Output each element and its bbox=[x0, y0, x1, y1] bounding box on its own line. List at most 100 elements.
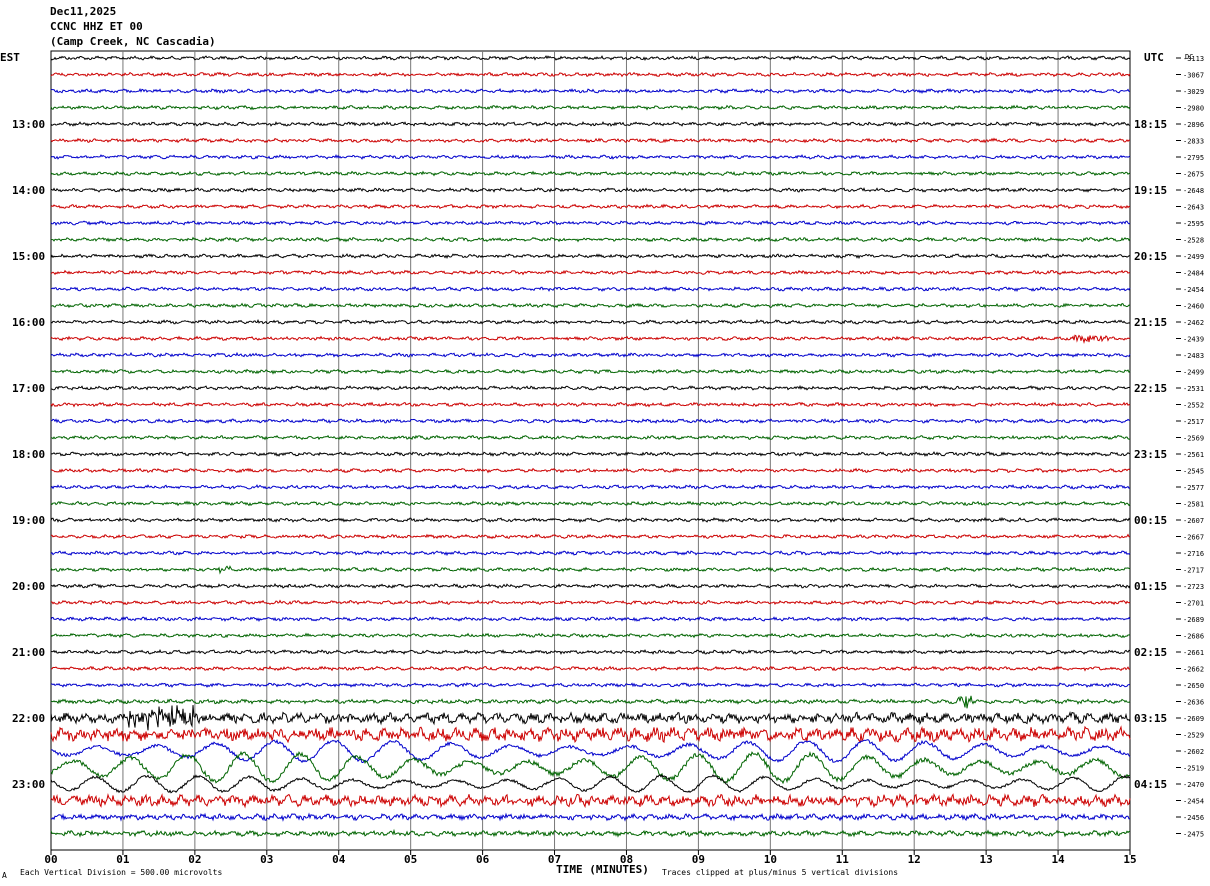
x-tick-label: 02 bbox=[188, 853, 201, 866]
x-tick-label: 09 bbox=[692, 853, 705, 866]
right-hour-label: 21:15 bbox=[1134, 316, 1167, 329]
dc-offset-label: -2602 bbox=[1183, 748, 1204, 756]
left-hour-label: 13:00 bbox=[12, 118, 45, 131]
seismic-trace-row-40 bbox=[50, 705, 1131, 731]
dc-offset-label: -2723 bbox=[1183, 583, 1204, 591]
dc-offset-label: -2475 bbox=[1183, 831, 1204, 839]
dc-offset-label: -3113 bbox=[1183, 55, 1204, 63]
clip-note: Traces clipped at plus/minus 5 vertical … bbox=[662, 868, 899, 877]
seismic-trace-row-46 bbox=[50, 812, 1131, 822]
dc-offset-label: -2545 bbox=[1183, 468, 1204, 476]
dc-offset-label: -2717 bbox=[1183, 567, 1204, 575]
dc-offset-label: -2454 bbox=[1183, 798, 1204, 806]
seismic-trace-row-28 bbox=[50, 516, 1131, 524]
seismic-trace-row-5 bbox=[50, 137, 1131, 144]
dc-offset-label: -2661 bbox=[1183, 649, 1204, 657]
x-tick-label: 13 bbox=[980, 853, 993, 866]
x-tick-label: 05 bbox=[404, 853, 417, 866]
seismic-trace-row-17 bbox=[50, 334, 1131, 344]
dc-offset-label: -2470 bbox=[1183, 781, 1204, 789]
dc-offset-label: -2650 bbox=[1183, 682, 1204, 690]
dc-offset-label: -2528 bbox=[1183, 237, 1204, 245]
right-hour-label: 04:15 bbox=[1134, 778, 1167, 791]
seismic-trace-row-3 bbox=[50, 104, 1131, 111]
seismic-trace-row-18 bbox=[50, 351, 1131, 358]
seismic-trace-row-36 bbox=[50, 648, 1131, 655]
seismic-trace-row-7 bbox=[50, 170, 1131, 177]
right-hour-label: 22:15 bbox=[1134, 382, 1167, 395]
dc-offset-label: -2499 bbox=[1183, 369, 1204, 377]
dc-offset-label: -2667 bbox=[1183, 534, 1204, 542]
dc-offset-label: -3029 bbox=[1183, 88, 1204, 96]
seismic-trace-row-9 bbox=[50, 203, 1131, 210]
x-tick-label: 03 bbox=[260, 853, 273, 866]
dc-offset-label: -2795 bbox=[1183, 154, 1204, 162]
dc-offset-label: -2517 bbox=[1183, 418, 1204, 426]
seismic-trace-row-8 bbox=[50, 186, 1131, 193]
seismic-trace-row-33 bbox=[50, 599, 1131, 606]
seismic-trace-row-27 bbox=[50, 500, 1131, 507]
x-tick-label: 11 bbox=[836, 853, 850, 866]
left-hour-label: 18:00 bbox=[12, 448, 45, 461]
dc-offset-label: -2569 bbox=[1183, 435, 1204, 443]
left-hour-label: 23:00 bbox=[12, 778, 45, 791]
x-axis-title: TIME (MINUTES) bbox=[556, 863, 649, 876]
x-tick-label: 15 bbox=[1123, 853, 1136, 866]
right-hour-label: 02:15 bbox=[1134, 646, 1167, 659]
left-hour-label: 22:00 bbox=[12, 712, 45, 725]
seismic-trace-row-37 bbox=[50, 665, 1131, 672]
seismic-trace-row-2 bbox=[50, 88, 1130, 94]
right-hour-label: 23:15 bbox=[1134, 448, 1167, 461]
dc-offset-label: -2686 bbox=[1183, 633, 1204, 641]
seismic-trace-row-0 bbox=[50, 55, 1131, 61]
seismic-trace-row-23 bbox=[50, 434, 1131, 441]
x-tick-label: 14 bbox=[1051, 853, 1065, 866]
seismic-trace-row-10 bbox=[50, 220, 1131, 226]
x-tick-label: 07 bbox=[548, 853, 561, 866]
seismic-trace-row-16 bbox=[50, 319, 1131, 325]
dc-offset-label: -2581 bbox=[1183, 501, 1204, 509]
dc-offset-label: -2648 bbox=[1183, 187, 1204, 195]
seismic-trace-row-43 bbox=[50, 750, 1131, 785]
x-tick-label: 06 bbox=[476, 853, 490, 866]
dc-offset-label: -2980 bbox=[1183, 105, 1204, 113]
dc-offset-label: -2462 bbox=[1183, 319, 1204, 327]
dc-offset-label: -2595 bbox=[1183, 220, 1204, 228]
left-hour-label: 19:00 bbox=[12, 514, 45, 527]
scale-note: Each Vertical Division = 500.00 microvol… bbox=[20, 868, 223, 877]
seismic-trace-row-44 bbox=[50, 774, 1131, 794]
seismic-trace-row-26 bbox=[50, 483, 1131, 490]
left-hour-label: 14:00 bbox=[12, 184, 45, 197]
station-code: CCNC HHZ ET 00 bbox=[50, 20, 143, 33]
x-tick-label: 00 bbox=[44, 853, 57, 866]
dc-offset-label: -2701 bbox=[1183, 600, 1204, 608]
dc-offset-label: -2456 bbox=[1183, 814, 1204, 822]
seismic-trace-row-12 bbox=[50, 253, 1130, 260]
dc-offset-label: -2483 bbox=[1183, 352, 1204, 360]
seismic-trace-row-31 bbox=[50, 565, 1131, 575]
dc-offset-label: -2689 bbox=[1183, 616, 1204, 624]
right-hour-label: 20:15 bbox=[1134, 250, 1167, 263]
left-hour-label: 15:00 bbox=[12, 250, 45, 263]
left-hour-label: 17:00 bbox=[12, 382, 45, 395]
right-hour-label: 01:15 bbox=[1134, 580, 1167, 593]
dc-offset-label: -2833 bbox=[1183, 138, 1204, 146]
dc-offset-label: -2716 bbox=[1183, 550, 1204, 558]
right-hour-label: 00:15 bbox=[1134, 514, 1167, 527]
right-hour-label: 18:15 bbox=[1134, 118, 1167, 131]
left-hour-label: 20:00 bbox=[12, 580, 45, 593]
right-timezone-label: UTC bbox=[1144, 51, 1164, 64]
seismic-trace-row-41 bbox=[50, 725, 1131, 744]
x-tick-label: 12 bbox=[908, 853, 921, 866]
station-location: (Camp Creek, NC Cascadia) bbox=[50, 35, 216, 48]
dc-offset-label: -2675 bbox=[1183, 171, 1204, 179]
seismic-trace-row-25 bbox=[50, 467, 1131, 474]
dc-offset-label: -2484 bbox=[1183, 270, 1204, 278]
seismic-trace-row-39 bbox=[50, 695, 1131, 709]
plot-date: Dec11,2025 bbox=[50, 5, 117, 18]
seismic-trace-row-1 bbox=[50, 71, 1131, 78]
dc-offset-label: -2460 bbox=[1183, 303, 1204, 311]
seismic-trace-row-11 bbox=[50, 236, 1131, 243]
seismic-trace-row-4 bbox=[50, 121, 1131, 127]
